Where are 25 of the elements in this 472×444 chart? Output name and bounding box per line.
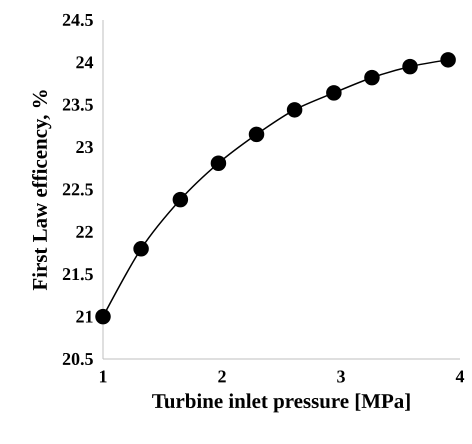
x-axis-title: Turbine inlet pressure [MPa] — [152, 393, 410, 412]
y-tick-label: 21 — [76, 310, 93, 323]
x-tick-label: 4 — [456, 370, 464, 382]
x-tick-label: 2 — [218, 370, 226, 382]
point — [133, 241, 149, 257]
y-tick-label: 22.5 — [62, 183, 93, 196]
y-tick-label: 20.5 — [62, 352, 93, 366]
y-axis-title: First Law efficency, % — [32, 90, 52, 290]
point — [248, 126, 264, 142]
y-tick-label: 23 — [76, 141, 93, 154]
y-tick-label: 23.5 — [62, 98, 93, 111]
point — [286, 102, 302, 118]
point — [326, 85, 342, 101]
point — [172, 192, 188, 208]
y-tick-label: 21.5 — [62, 268, 93, 280]
x-tick-label: 3 — [337, 370, 345, 383]
y-tick-label: 24 — [76, 56, 94, 68]
x-tick-label: 1 — [100, 370, 107, 382]
point — [402, 58, 418, 74]
y-tick-label: 24.5 — [62, 14, 93, 26]
point — [210, 155, 226, 171]
point — [95, 308, 111, 324]
point — [364, 70, 380, 86]
y-tick-label: 22 — [76, 226, 93, 238]
point — [440, 52, 456, 68]
